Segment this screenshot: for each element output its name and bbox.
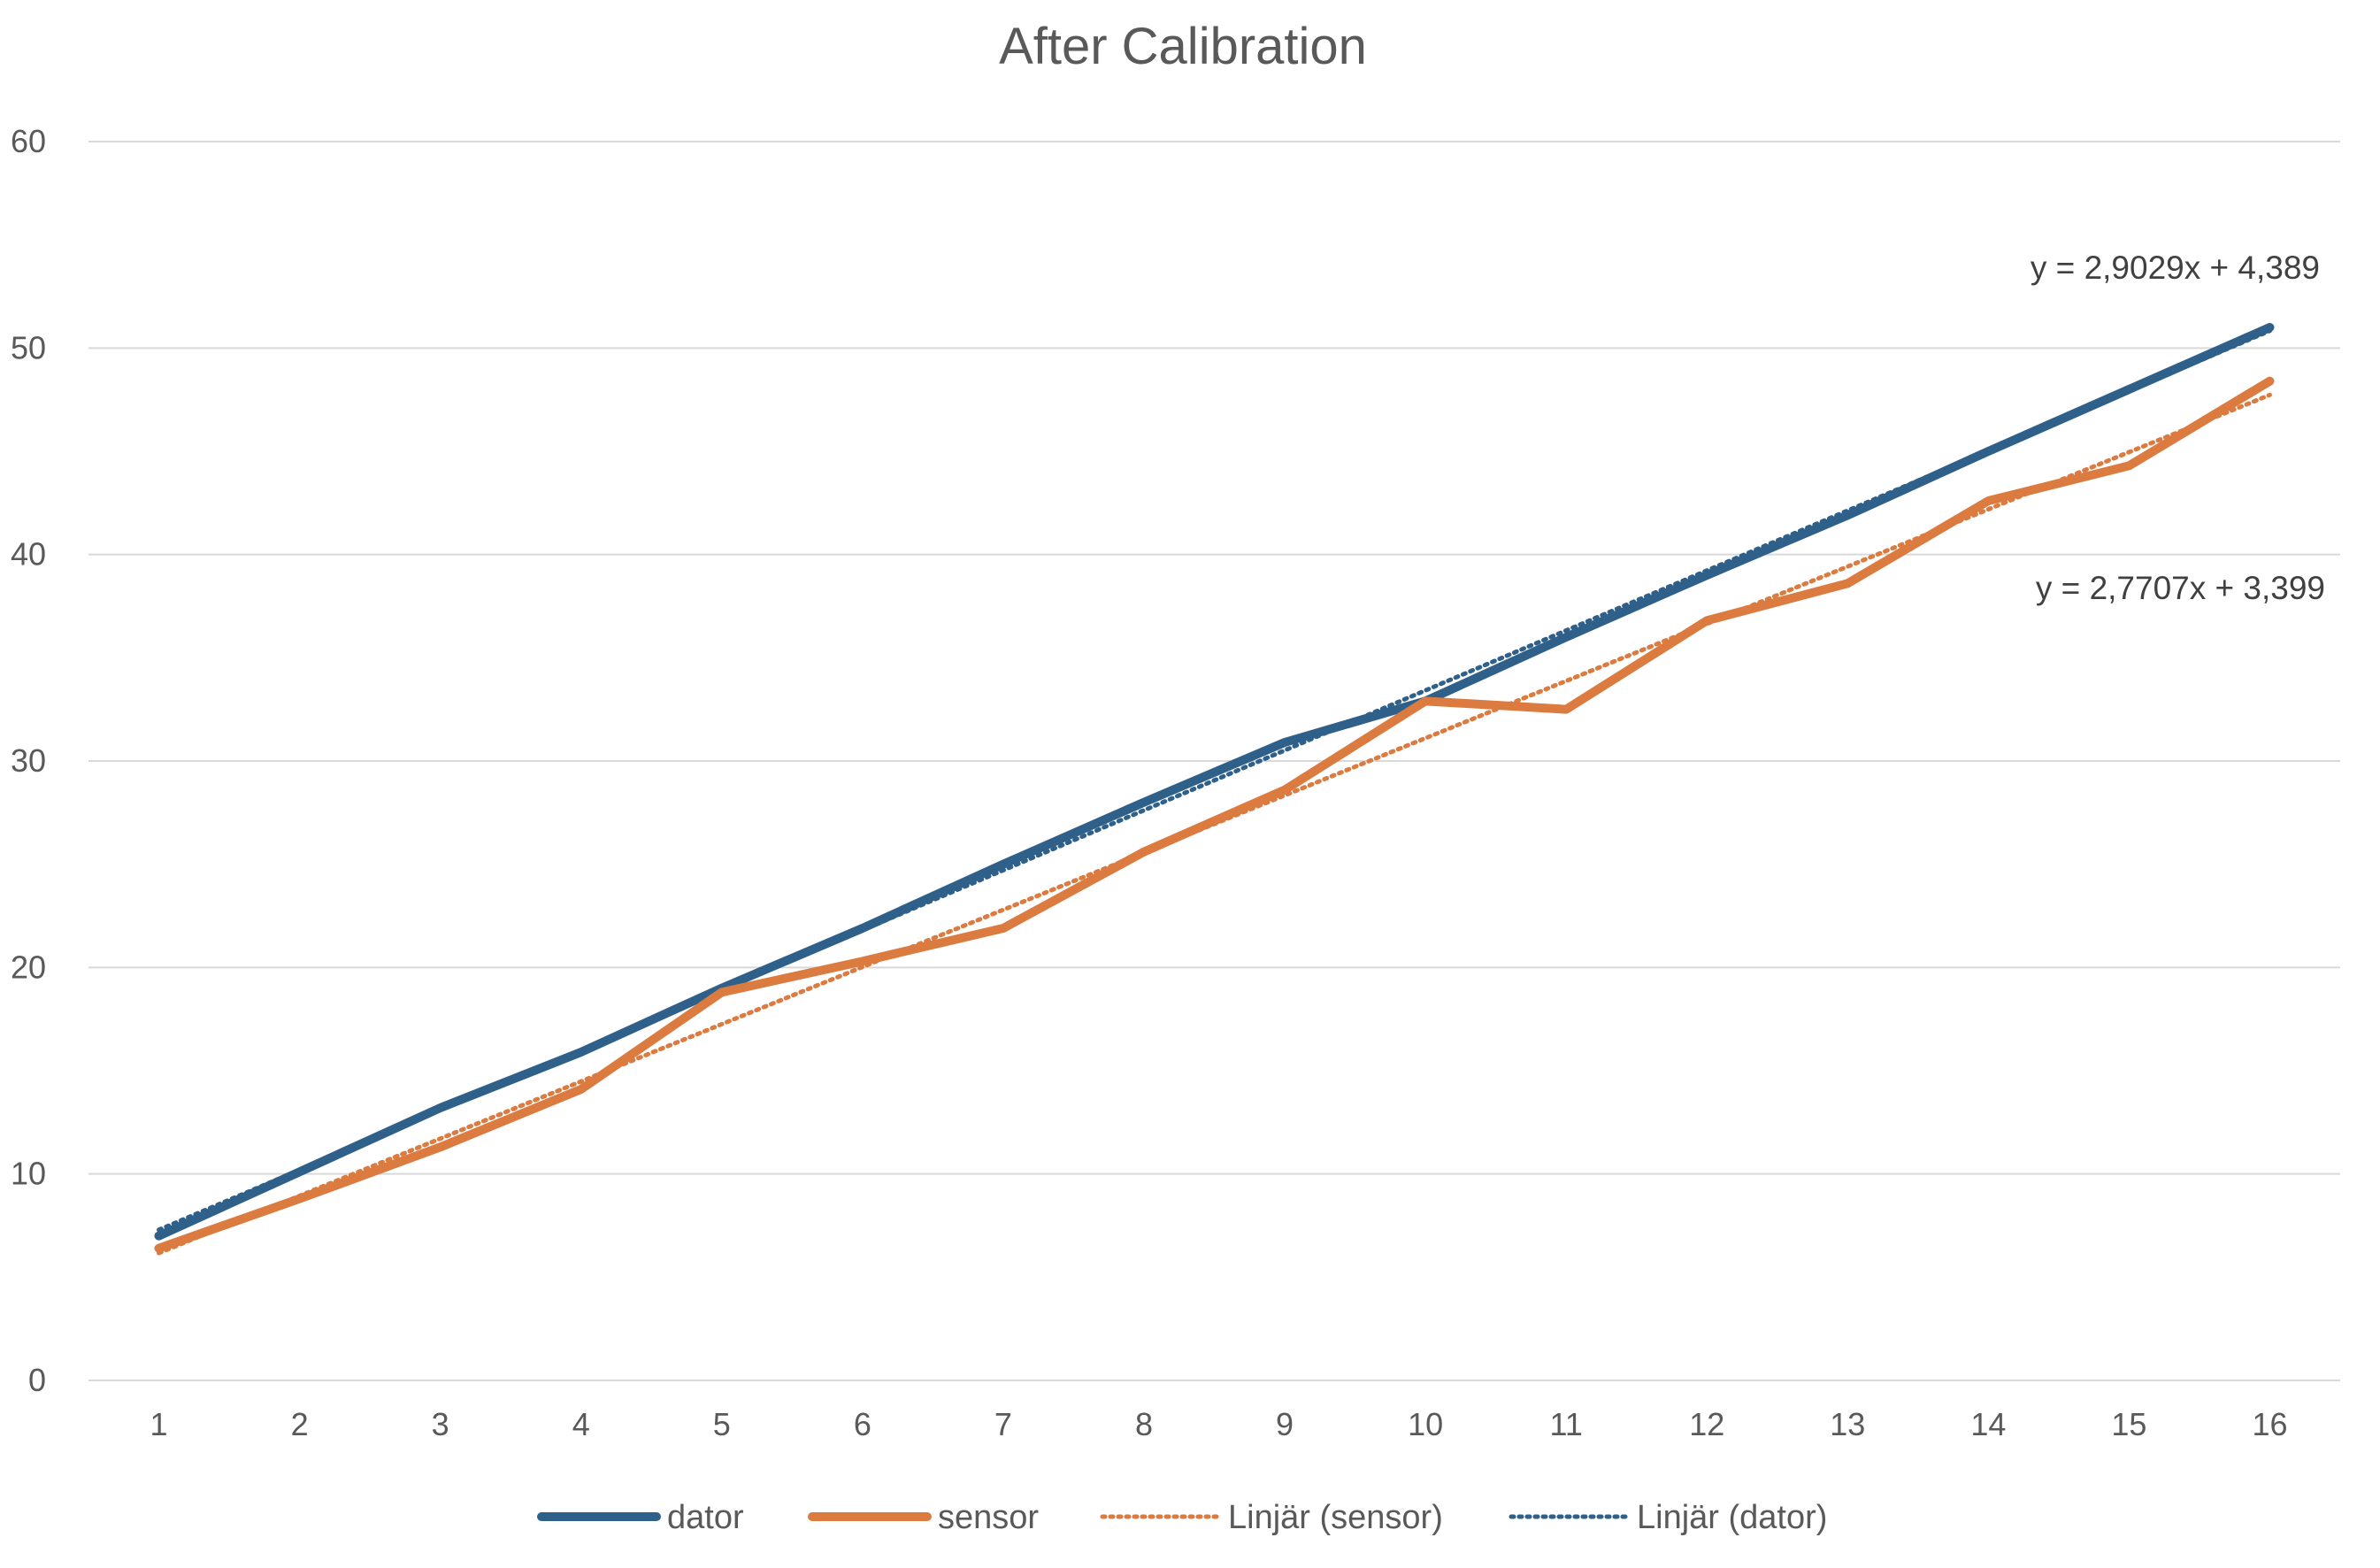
gridlines bbox=[88, 141, 2340, 1381]
x-axis-tick-labels: 1 2 3 4 5 6 7 8 9 10 11 12 13 14 15 16 bbox=[150, 1406, 2288, 1442]
x-tick-label: 3 bbox=[432, 1406, 449, 1442]
legend-label: sensor bbox=[938, 1499, 1039, 1536]
x-tick-label: 1 bbox=[150, 1406, 168, 1442]
x-tick-label: 8 bbox=[1135, 1406, 1153, 1442]
y-tick-label: 40 bbox=[11, 536, 46, 573]
x-tick-label: 5 bbox=[713, 1406, 731, 1442]
legend-label: Linjär (dator) bbox=[1637, 1499, 1827, 1536]
trendline-equations: y = 2,7707x + 3,399 y = 2,9029x + 4,389 bbox=[2031, 250, 2325, 606]
y-tick-label: 0 bbox=[28, 1362, 46, 1398]
series-line-dator bbox=[154, 323, 2275, 1241]
y-tick-label: 60 bbox=[11, 123, 46, 159]
y-axis-tick-labels: 0 10 20 30 40 50 60 bbox=[11, 123, 46, 1398]
x-tick-label: 10 bbox=[1408, 1406, 1443, 1442]
series-line-sensor bbox=[154, 376, 2275, 1253]
x-tick-label: 16 bbox=[2252, 1406, 2287, 1442]
y-tick-label: 10 bbox=[11, 1156, 46, 1192]
legend-label: Linjär (sensor) bbox=[1228, 1499, 1443, 1536]
chart-title: After Calibration bbox=[999, 18, 1367, 75]
x-tick-label: 4 bbox=[572, 1406, 590, 1442]
y-tick-label: 30 bbox=[11, 742, 46, 779]
x-tick-label: 6 bbox=[854, 1406, 871, 1442]
x-tick-label: 2 bbox=[291, 1406, 309, 1442]
trendline-equation-dator: y = 2,9029x + 4,389 bbox=[2031, 250, 2320, 286]
x-tick-label: 14 bbox=[1970, 1406, 2006, 1442]
x-tick-label: 15 bbox=[2111, 1406, 2146, 1442]
x-tick-label: 7 bbox=[994, 1406, 1012, 1442]
legend-label: dator bbox=[667, 1499, 744, 1536]
x-tick-label: 9 bbox=[1276, 1406, 1294, 1442]
legend: dator sensor Linjär (sensor) Linjär (dator) bbox=[537, 1499, 1827, 1536]
x-tick-label: 13 bbox=[1830, 1406, 1865, 1442]
x-tick-label: 12 bbox=[1689, 1406, 1724, 1442]
y-tick-label: 50 bbox=[11, 329, 46, 365]
data-series bbox=[154, 323, 2275, 1253]
x-tick-label: 11 bbox=[1549, 1406, 1582, 1442]
y-tick-label: 20 bbox=[11, 949, 46, 985]
trendline-equation-sensor: y = 2,7707x + 3,399 bbox=[2036, 570, 2325, 606]
